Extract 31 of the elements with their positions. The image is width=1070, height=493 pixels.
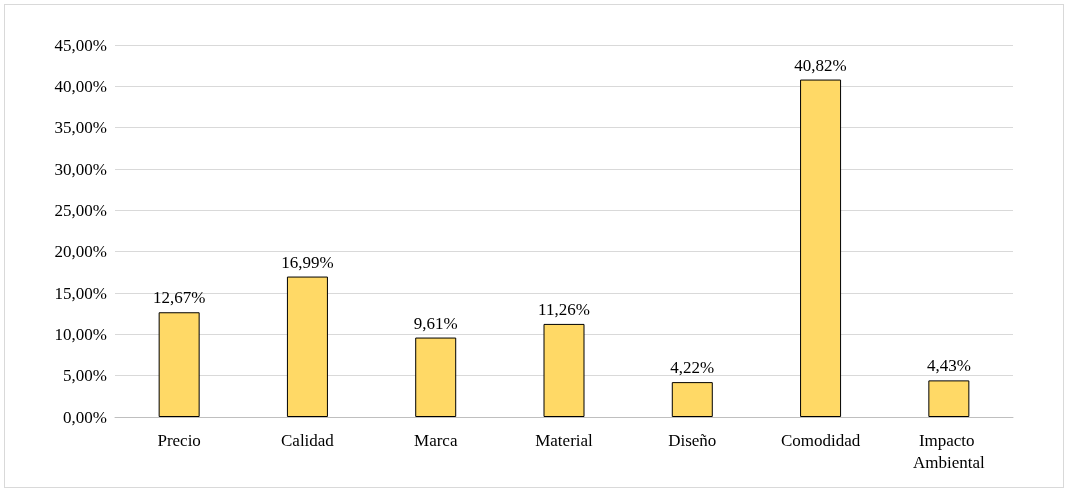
- data-label: 11,26%: [538, 299, 590, 319]
- y-tick-label: 10,00%: [54, 324, 107, 344]
- bar: [671, 382, 713, 417]
- bar: [543, 323, 585, 417]
- bar: [800, 79, 842, 417]
- x-tick-label: Material: [535, 430, 594, 450]
- data-label: 40,82%: [794, 55, 847, 75]
- bar: [158, 312, 200, 417]
- data-label: 12,67%: [152, 288, 206, 308]
- bar: [415, 337, 457, 417]
- y-tick-label: 0,00%: [63, 407, 107, 427]
- y-tick-label: 5,00%: [63, 366, 107, 386]
- y-tick-label: 40,00%: [54, 76, 107, 96]
- x-tick-label: Impacto Ambiental: [912, 430, 986, 472]
- x-tick-label: Marca: [414, 430, 458, 450]
- data-label: 4,22%: [670, 358, 715, 378]
- data-label: 9,61%: [413, 313, 458, 333]
- y-tick-label: 25,00%: [54, 200, 107, 220]
- bar: [928, 380, 970, 417]
- x-tick-label: Diseño: [668, 430, 717, 450]
- data-label: 4,43%: [926, 356, 971, 376]
- bar: [286, 276, 328, 417]
- x-tick-label: Precio: [157, 430, 201, 450]
- data-label: 16,99%: [281, 252, 334, 272]
- x-tick-label: Comodidad: [780, 430, 861, 450]
- y-tick-label: 20,00%: [54, 242, 107, 262]
- y-tick-label: 15,00%: [54, 283, 107, 303]
- y-tick-label: 35,00%: [54, 118, 107, 138]
- x-tick-label: Calidad: [280, 430, 335, 450]
- y-tick-label: 30,00%: [54, 159, 107, 179]
- y-tick-label: 45,00%: [54, 35, 107, 55]
